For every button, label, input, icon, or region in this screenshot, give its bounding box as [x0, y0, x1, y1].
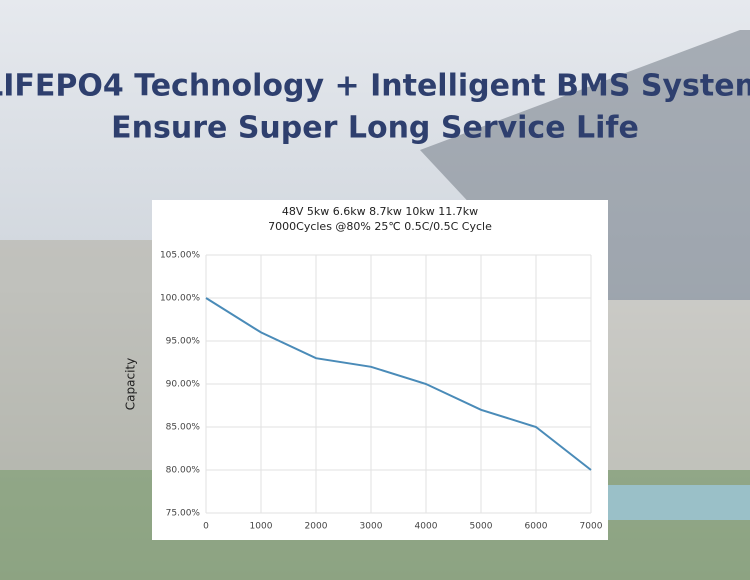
x-tick-label: 5000 [470, 522, 493, 532]
data-line [205, 297, 592, 471]
x-tick-label: 2000 [305, 522, 328, 532]
chart-title: 7000Cycles @80% 25℃ 0.5C/0.5C Cycle [268, 220, 492, 233]
x-tick-label: 1000 [250, 522, 273, 532]
headline: Ensure Super Long Service Life [111, 111, 639, 146]
headline: LIFEPO4 Technology + Intelligent BMS Sys… [0, 69, 750, 104]
y-axis-label: Capacity [124, 358, 138, 410]
chart-title: 48V 5kw 6.6kw 8.7kw 10kw 11.7kw [282, 205, 478, 218]
x-tick-label: 7000 [580, 522, 603, 532]
house-right [600, 300, 750, 470]
x-tick-label: 6000 [525, 522, 548, 532]
house-left [0, 240, 160, 470]
x-tick-label: 4000 [415, 522, 438, 532]
y-tick-label: 95.00% [166, 337, 201, 347]
y-tick-label: 100.00% [160, 294, 200, 304]
chart: 48V 5kw 6.6kw 8.7kw 10kw 11.7kw 7000Cycl… [124, 200, 608, 540]
y-tick-label: 85.00% [166, 423, 201, 433]
y-tick-label: 75.00% [166, 509, 201, 519]
y-tick-label: 90.00% [166, 380, 201, 390]
y-tick-label: 80.00% [166, 466, 201, 476]
x-tick-label: 0 [203, 522, 209, 532]
y-tick-label: 105.00% [160, 251, 200, 261]
x-tick-label: 3000 [360, 522, 383, 532]
